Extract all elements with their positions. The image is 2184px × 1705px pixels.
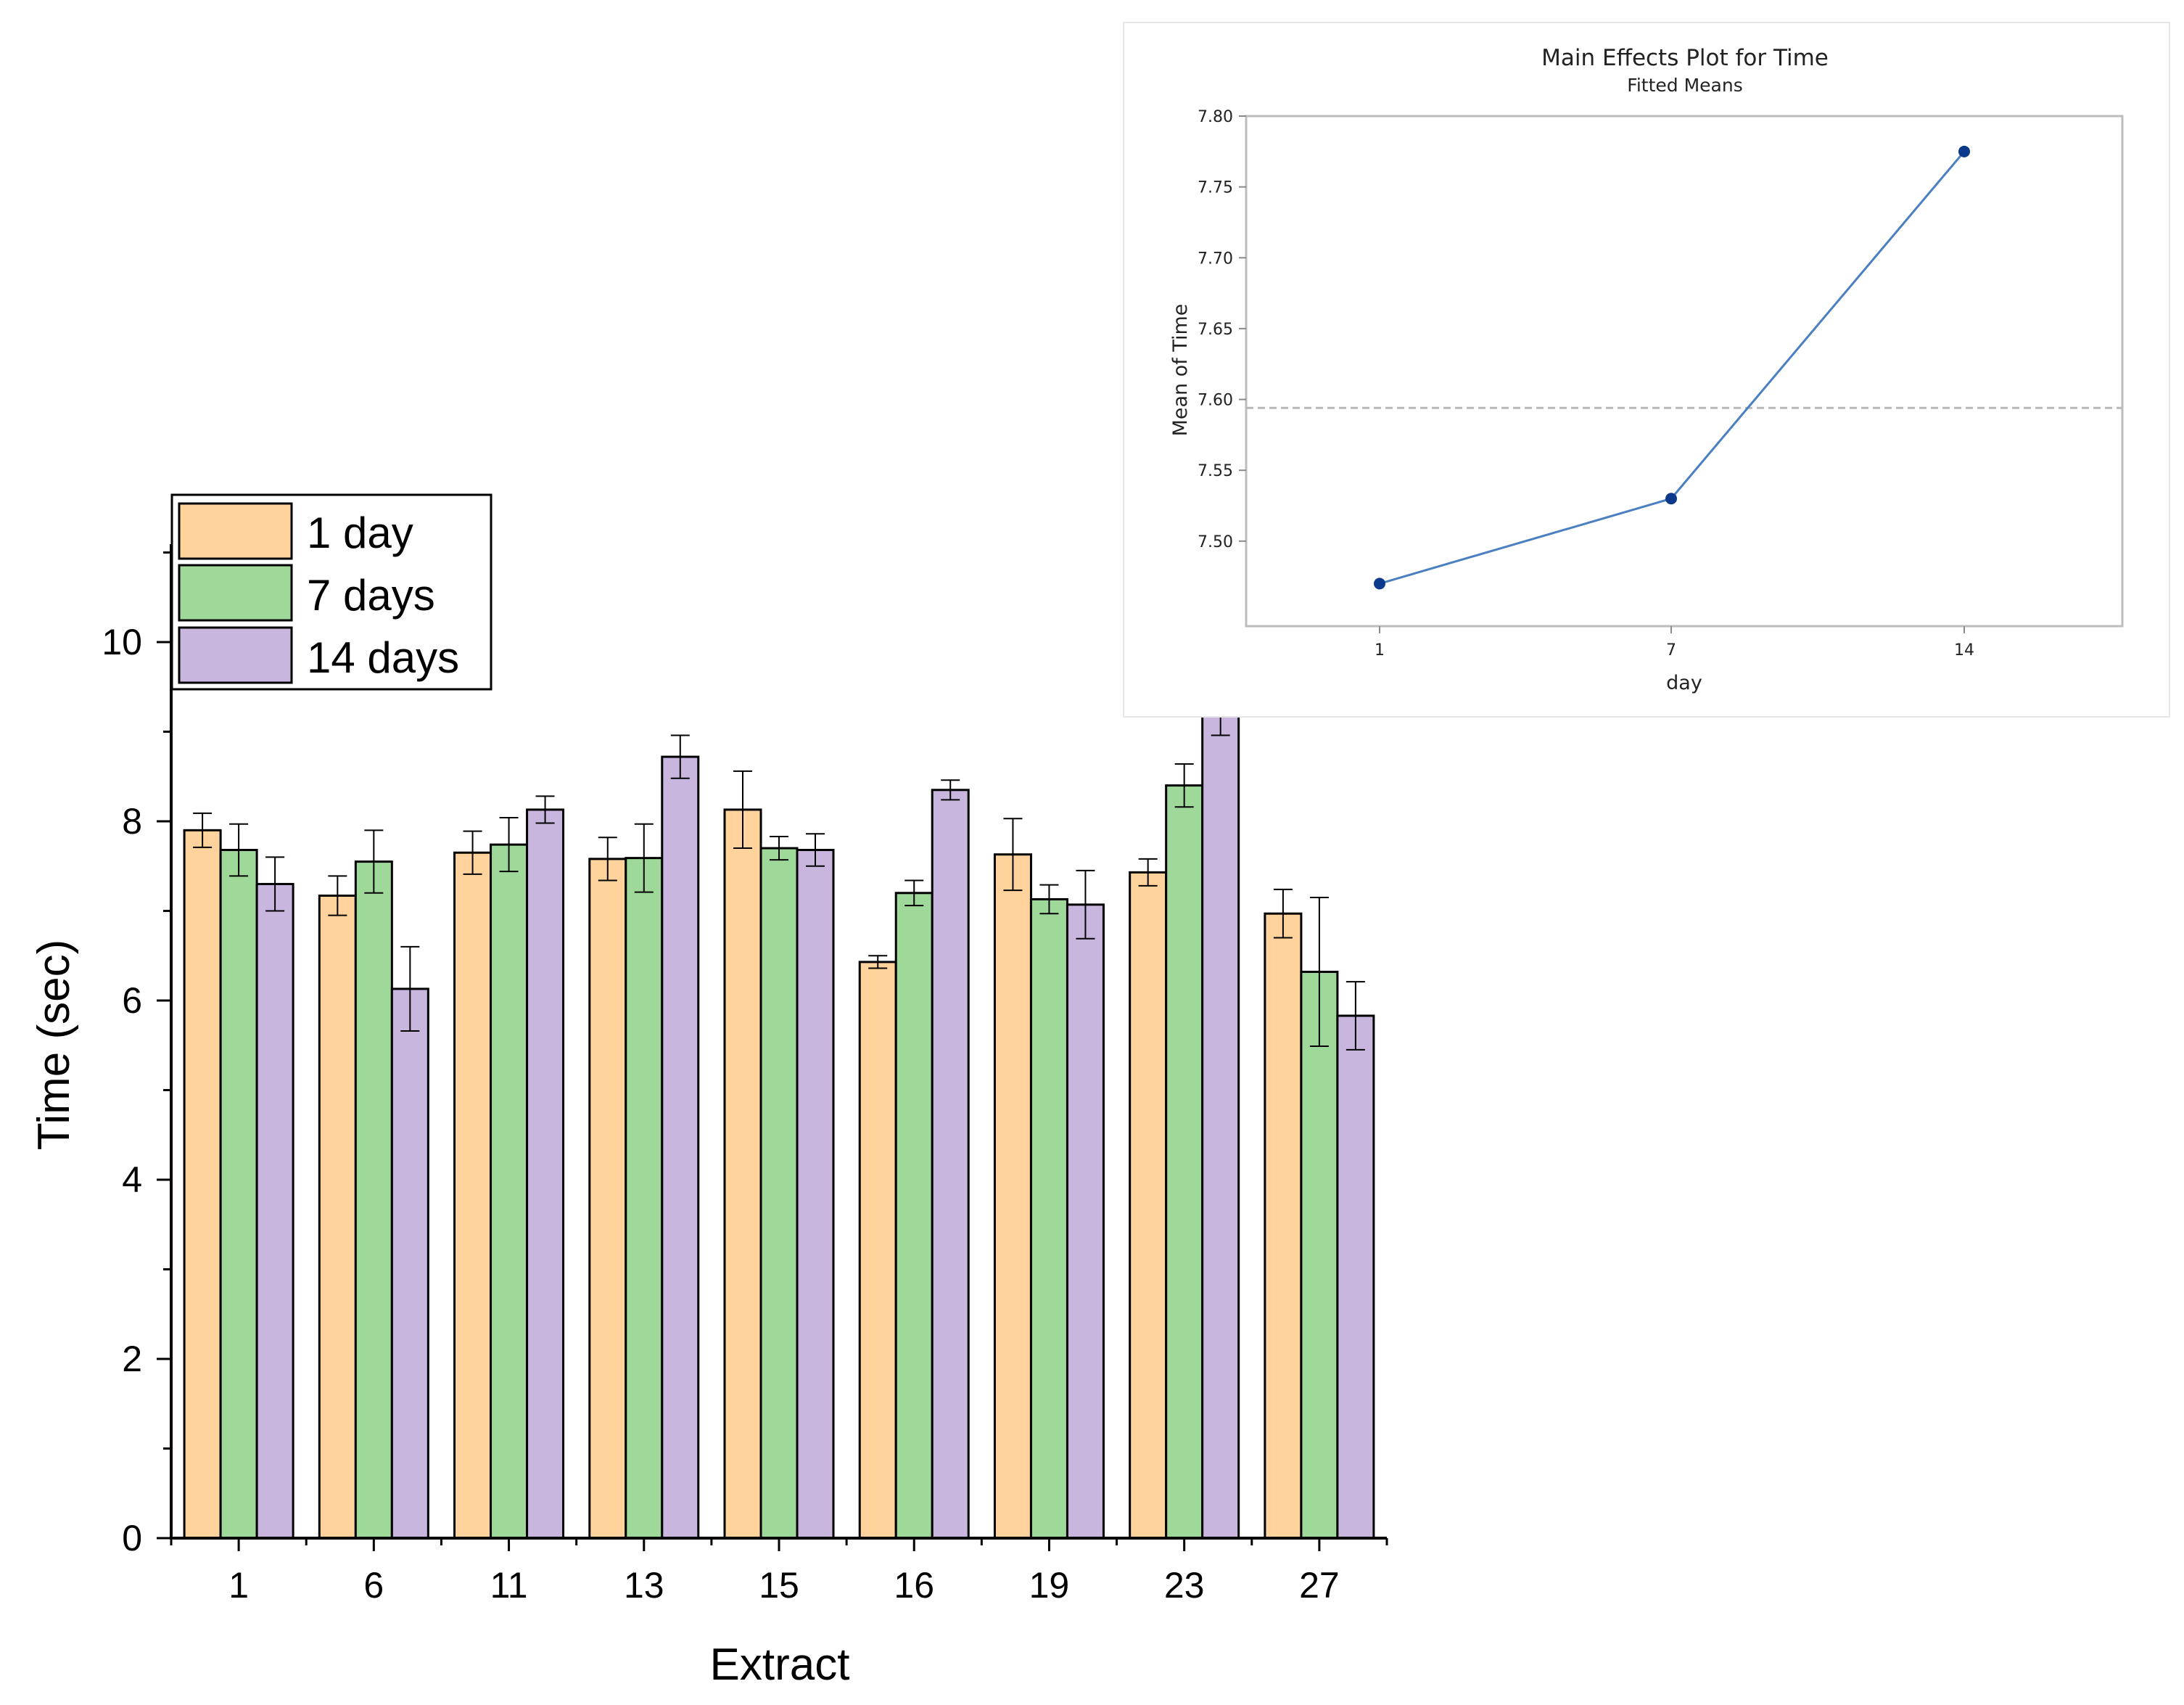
inset-point-day-14 bbox=[1958, 145, 1970, 157]
x-tick-label: 16 bbox=[894, 1565, 934, 1606]
bar-extract-16-series-1 bbox=[894, 892, 934, 1540]
inset-x-tick-label: 1 bbox=[1375, 641, 1385, 660]
inset-y-tick-label: 7.75 bbox=[1198, 179, 1233, 197]
x-axis-label: Extract bbox=[710, 1640, 850, 1690]
bar-extract-23-series-0 bbox=[1129, 871, 1168, 1540]
bar-extract-19-series-0 bbox=[993, 853, 1032, 1540]
bar-extract-23-series-2 bbox=[1201, 701, 1240, 1540]
inset-point-day-7 bbox=[1665, 493, 1677, 505]
inset-y-tick-label: 7.55 bbox=[1198, 462, 1233, 480]
legend-label-7-days: 7 days bbox=[307, 571, 435, 620]
fitted-means-points bbox=[1374, 145, 1970, 590]
bar-extract-19-series-2 bbox=[1066, 903, 1105, 1540]
inset-y-axis-label: Mean of Time bbox=[1169, 304, 1192, 437]
bar-extract-27-series-2 bbox=[1336, 1014, 1375, 1540]
legend-swatch-1-day bbox=[178, 502, 293, 560]
bar-extract-1-series-1 bbox=[219, 849, 258, 1540]
bar-extract-15-series-1 bbox=[759, 847, 799, 1540]
inset-y-tick-label: 7.65 bbox=[1198, 321, 1233, 339]
bar-extract-19-series-1 bbox=[1029, 897, 1068, 1540]
y-tick-label: 0 bbox=[122, 1518, 142, 1558]
bar-extract-11-series-0 bbox=[453, 851, 493, 1540]
x-tick-label: 1 bbox=[228, 1565, 249, 1606]
bar-extract-11-series-2 bbox=[526, 808, 565, 1540]
error-bars-layer bbox=[193, 668, 1365, 1051]
bar-extract-13-series-1 bbox=[625, 857, 664, 1540]
bar-extract-27-series-1 bbox=[1300, 970, 1339, 1540]
inset-subtitle: Fitted Means bbox=[1627, 75, 1742, 96]
bar-extract-16-series-0 bbox=[858, 961, 897, 1540]
inset-point-day-1 bbox=[1374, 578, 1385, 590]
inset-y-tick-label: 7.60 bbox=[1198, 392, 1233, 410]
bar-extract-15-series-0 bbox=[723, 808, 762, 1540]
legend-swatch-14-days bbox=[178, 626, 293, 684]
inset-title: Main Effects Plot for Time bbox=[1541, 45, 1829, 71]
bars-layer bbox=[183, 701, 1375, 1540]
legend-swatch-7-days bbox=[178, 564, 293, 622]
main-effects-plot: Main Effects Plot for Time Fitted Means … bbox=[1123, 22, 2170, 718]
y-axis-label: Time (sec) bbox=[29, 940, 79, 1150]
bar-extract-6-series-0 bbox=[318, 895, 357, 1540]
y-tick-label: 6 bbox=[122, 980, 142, 1021]
bar-extract-23-series-1 bbox=[1165, 784, 1204, 1540]
bar-extract-13-series-0 bbox=[588, 858, 627, 1540]
bar-extract-16-series-2 bbox=[931, 789, 970, 1540]
inset-ticks: 7.50 7.55 7.60 7.65 7.70 7.75 7.80 1 7 14 bbox=[1198, 108, 1974, 660]
x-tick-label: 11 bbox=[490, 1565, 528, 1606]
y-tick-label: 10 bbox=[102, 622, 142, 662]
bar-extract-6-series-1 bbox=[354, 860, 393, 1540]
bar-extract-27-series-0 bbox=[1264, 912, 1303, 1540]
y-tick-label: 4 bbox=[122, 1159, 142, 1200]
legend-label-14-days: 14 days bbox=[307, 633, 459, 682]
inset-x-axis-label: day bbox=[1666, 672, 1702, 694]
x-tick-label: 27 bbox=[1299, 1565, 1340, 1606]
inset-x-tick-label: 7 bbox=[1666, 641, 1676, 660]
y-tick-label: 8 bbox=[122, 801, 142, 842]
x-tick-label: 23 bbox=[1164, 1565, 1205, 1606]
bar-extract-1-series-0 bbox=[183, 829, 222, 1540]
bar-extract-15-series-2 bbox=[796, 849, 835, 1540]
bar-extract-13-series-2 bbox=[661, 755, 700, 1540]
inset-y-tick-label: 7.80 bbox=[1198, 108, 1233, 126]
x-tick-label: 6 bbox=[363, 1565, 384, 1606]
x-tick-label: 15 bbox=[759, 1565, 799, 1606]
x-tick-label: 13 bbox=[624, 1565, 664, 1606]
y-tick-label: 2 bbox=[122, 1339, 142, 1379]
inset-y-tick-label: 7.50 bbox=[1198, 533, 1233, 551]
bar-extract-1-series-2 bbox=[255, 882, 294, 1540]
legend: 1 day 7 days 14 days bbox=[170, 493, 493, 691]
bar-extract-6-series-2 bbox=[390, 987, 429, 1540]
x-tick-label: 19 bbox=[1029, 1565, 1070, 1606]
inset-y-tick-label: 7.70 bbox=[1198, 250, 1233, 268]
inset-x-tick-label: 14 bbox=[1954, 641, 1974, 660]
bar-extract-11-series-1 bbox=[490, 843, 529, 1540]
legend-label-1-day: 1 day bbox=[307, 509, 413, 557]
inset-plot-area bbox=[1245, 115, 2124, 628]
